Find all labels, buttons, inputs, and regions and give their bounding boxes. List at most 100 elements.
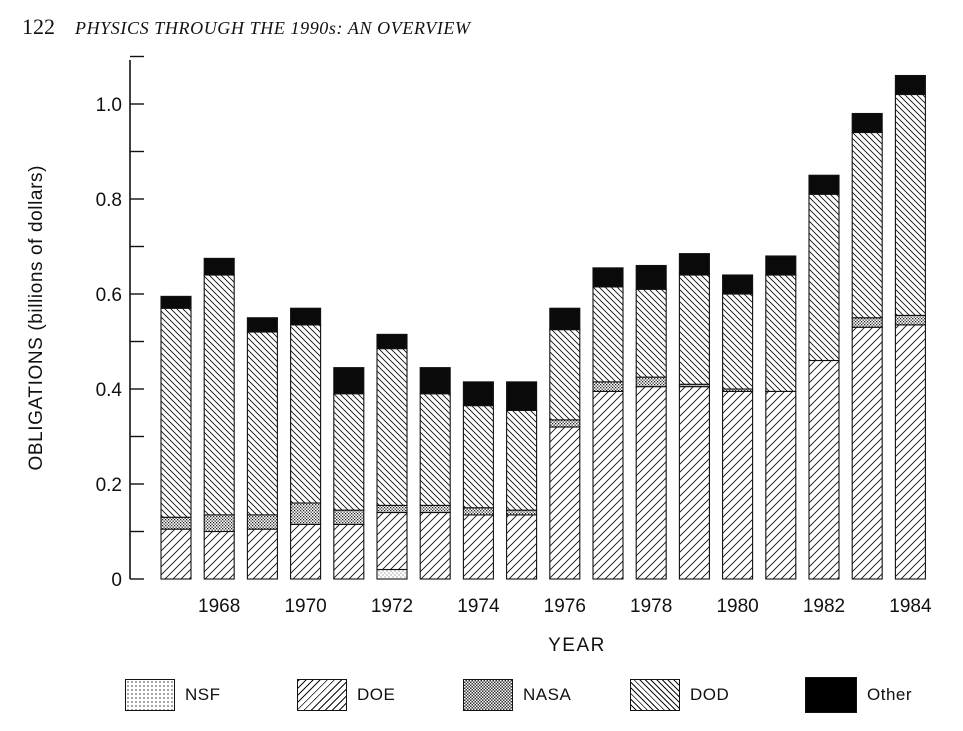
- legend-label: Other: [867, 685, 913, 704]
- bar-segment-other-1979: [678, 253, 710, 276]
- bar-segment-nasa-1973: [419, 504, 451, 514]
- bar-segment-doe-1977: [592, 390, 624, 580]
- legend-swatch-nsf: [125, 679, 175, 711]
- legend-label: DOD: [690, 685, 730, 704]
- page-number: 122: [22, 14, 55, 39]
- bar-segment-nasa-1972: [376, 504, 408, 514]
- bar-segment-nasa-1975: [506, 509, 538, 516]
- bar-segment-dod-1972: [376, 348, 408, 506]
- bar-segment-dod-1974: [462, 405, 494, 509]
- x-tick-label: 1970: [284, 596, 326, 617]
- x-tick-label: 1980: [716, 596, 758, 617]
- bar-segment-dod-1982: [808, 193, 840, 362]
- bar-segment-doe-1967: [160, 528, 192, 580]
- running-title: PHYSICS THROUGH THE 1990s: AN OVERVIEW: [75, 18, 471, 38]
- bar-segment-dod-1977: [592, 286, 624, 383]
- bar-segment-other-1973: [419, 367, 451, 395]
- bar-segment-nasa-1967: [160, 516, 192, 530]
- page-header: 122 PHYSICS THROUGH THE 1990s: AN OVERVI…: [22, 14, 471, 44]
- bar-segment-dod-1973: [419, 393, 451, 506]
- bar-segment-doe-1978: [635, 386, 667, 580]
- bar-segment-other-1983: [851, 112, 883, 134]
- bar-segment-doe-1972: [376, 511, 408, 571]
- legend-label: NSF: [185, 685, 221, 704]
- x-tick-label: 1972: [371, 596, 413, 617]
- bar-segment-nasa-1970: [290, 502, 322, 525]
- bar-segment-other-1978: [635, 264, 667, 290]
- bar-segment-doe-1981: [765, 390, 797, 580]
- legend-item-doe: DOE: [297, 676, 395, 714]
- legend-swatch-dod: [630, 679, 680, 711]
- bar-segment-dod-1968: [203, 274, 235, 516]
- bar-segment-nasa-1978: [635, 376, 667, 388]
- bar-segment-nasa-1977: [592, 381, 624, 392]
- bar-segment-nsf-1972: [376, 568, 408, 580]
- bar-segment-doe-1976: [549, 426, 581, 580]
- bar-segment-other-1984: [894, 74, 926, 96]
- bar-segment-nasa-1983: [851, 317, 883, 328]
- bar-segment-dod-1970: [290, 324, 322, 504]
- bar-segment-nasa-1974: [462, 507, 494, 516]
- bar-segment-doe-1973: [419, 511, 451, 580]
- x-axis-label: YEAR: [548, 635, 606, 656]
- bar-segment-doe-1970: [290, 523, 322, 580]
- x-tick-label: 1974: [457, 596, 500, 617]
- x-tick-label: 1968: [198, 596, 240, 617]
- bar-segment-dod-1969: [246, 331, 278, 516]
- bar-segment-other-1982: [808, 174, 840, 195]
- bar-segment-dod-1980: [722, 293, 754, 390]
- bar-segment-nasa-1971: [333, 509, 365, 525]
- bar-segment-nasa-1969: [246, 514, 278, 530]
- x-tick-label: 1984: [889, 596, 932, 617]
- bar-segment-nasa-1976: [549, 419, 581, 428]
- y-tick-label: 0.2: [96, 475, 122, 496]
- legend-item-dod: DOD: [630, 676, 729, 714]
- bar-segment-doe-1984: [894, 324, 926, 580]
- legend: NSF DOE NASA DOD Other: [125, 676, 945, 716]
- bar-segment-doe-1971: [333, 523, 365, 580]
- bar-segment-dod-1971: [333, 393, 365, 511]
- y-tick-label: 0.6: [96, 285, 122, 306]
- bar-segment-other-1981: [765, 255, 797, 276]
- x-tick-label: 1978: [630, 596, 672, 617]
- legend-swatch-nasa: [463, 679, 513, 711]
- bar-segment-other-1967: [160, 295, 192, 309]
- bar-segment-other-1971: [333, 367, 365, 395]
- bar-segment-dod-1975: [506, 409, 538, 511]
- legend-swatch-other: [805, 677, 857, 713]
- bar-segment-other-1976: [549, 307, 581, 331]
- bars: 1968 1970 1972 1974 1976 1978 1980 1982 1984: [160, 74, 932, 617]
- bar-segment-doe-1983: [851, 326, 883, 580]
- y-tick-label: 0: [111, 570, 122, 591]
- bar-segment-dod-1981: [765, 274, 797, 392]
- bar-segment-dod-1967: [160, 307, 192, 518]
- bar-segment-doe-1980: [722, 390, 754, 580]
- bar-segment-other-1972: [376, 333, 408, 350]
- bar-segment-doe-1982: [808, 359, 840, 580]
- y-axis-label: OBLIGATIONS (billions of dollars): [26, 165, 47, 471]
- legend-swatch-doe: [297, 679, 347, 711]
- bar-segment-dod-1978: [635, 288, 667, 378]
- bar-segment-nasa-1984: [894, 314, 926, 326]
- bar-segment-dod-1983: [851, 131, 883, 319]
- bar-segment-nasa-1968: [203, 514, 235, 533]
- bar-segment-other-1970: [290, 307, 322, 326]
- axis-labels: OBLIGATIONS (billions of dollars) YEAR: [26, 165, 606, 656]
- bar-segment-other-1968: [203, 257, 235, 276]
- bar-segment-other-1980: [722, 274, 754, 295]
- legend-item-nsf: NSF: [125, 676, 221, 714]
- axes: 0 0.2 0.4 0.6 0.8 1.0: [96, 55, 144, 591]
- bar-segment-dod-1976: [549, 329, 581, 421]
- x-tick-label: 1976: [544, 596, 586, 617]
- bar-segment-other-1975: [506, 381, 538, 411]
- bar-segment-doe-1974: [462, 514, 494, 580]
- chart: 0 0.2 0.4 0.6 0.8 1.0 1968 1970 1972 1974 1976 197…: [26, 55, 932, 656]
- bar-segment-dod-1979: [678, 274, 710, 385]
- y-tick-label: 1.0: [96, 95, 122, 116]
- legend-item-other: Other: [805, 676, 912, 714]
- y-tick-label: 0.4: [96, 380, 123, 401]
- x-tick-label: 1982: [803, 596, 845, 617]
- legend-label: DOE: [357, 685, 396, 704]
- bar-segment-doe-1975: [506, 514, 538, 580]
- bar-segment-doe-1979: [678, 386, 710, 580]
